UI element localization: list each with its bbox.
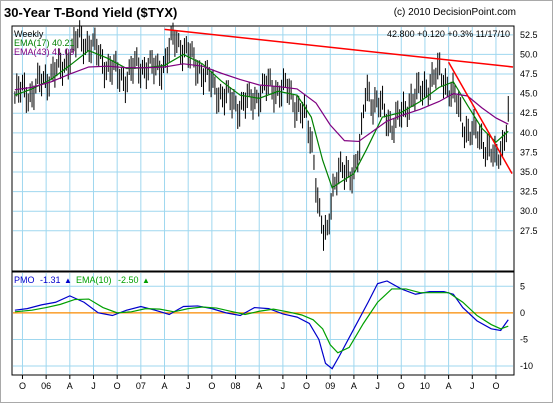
price-y-tick-label: 35.0 xyxy=(520,167,538,177)
price-y-tick-label: 37.5 xyxy=(520,147,538,157)
pmo-ema-up-arrow-icon: ▲ xyxy=(142,276,150,285)
x-tick-label: J xyxy=(281,381,286,391)
price-y-tick-label: 27.5 xyxy=(520,226,538,236)
price-panel-border xyxy=(11,25,515,272)
x-tick-label: 07 xyxy=(136,381,146,391)
price-y-tick-label: 45.0 xyxy=(520,89,538,99)
x-tick-label: O xyxy=(208,381,215,391)
price-y-tick-label: 52.5 xyxy=(520,30,538,40)
pmo-y-tick-labels: -10 -5 0 5 xyxy=(520,281,533,371)
pmo-series-pmo xyxy=(14,280,509,370)
price-y-tick-label: 40.0 xyxy=(520,128,538,138)
price-y-tick-label: 47.5 xyxy=(520,69,538,79)
price-y-tick-label: 30.0 xyxy=(520,206,538,216)
price-y-tick-label: 32.5 xyxy=(520,187,538,197)
x-tick-label: O xyxy=(492,381,499,391)
x-tick-label: A xyxy=(256,381,262,391)
price-series-ema-17- xyxy=(14,49,509,189)
price-series-trendline-2 xyxy=(447,61,513,174)
x-tick-label: 09 xyxy=(325,381,335,391)
pmo-y-tick-label: 0 xyxy=(520,308,525,318)
x-tick-label: 08 xyxy=(231,381,241,391)
pmo-panel-border xyxy=(11,271,515,376)
x-tick-label: 06 xyxy=(41,381,51,391)
x-tick-label: O xyxy=(19,381,26,391)
copyright-notice: (c) 2010 DecisionPoint.com xyxy=(393,7,516,18)
x-tick-label: J xyxy=(186,381,191,391)
pmo-legend-label: PMO xyxy=(14,275,35,285)
ema43-legend: EMA(43) 41.09 xyxy=(14,47,75,57)
x-tick-label: A xyxy=(351,381,357,391)
ema17-legend: EMA(17) 40.21 xyxy=(14,38,75,48)
price-series-ema-43- xyxy=(14,63,509,143)
x-tick-label: 10 xyxy=(420,381,430,391)
x-tick-label: J xyxy=(470,381,475,391)
x-tick-label: O xyxy=(398,381,405,391)
price-grid xyxy=(13,27,513,270)
period-label: Weekly xyxy=(14,29,44,39)
chart-title: 30-Year T-Bond Yield ($TYX) xyxy=(4,5,178,20)
x-axis-tick-labels: O 06 A J O 07 A J O 08 A J O 09 A J O 10 A J O xyxy=(19,375,499,391)
x-tick-label: O xyxy=(114,381,121,391)
quote-readout: 42.800 +0.120 +0.3% 11/17/10 xyxy=(387,29,510,39)
pmo-y-tick-label: -10 xyxy=(520,361,533,371)
pmo-y-tick-label: 5 xyxy=(520,281,525,291)
pmo-y-tick-label: -5 xyxy=(520,334,528,344)
pmo-up-arrow-icon: ▲ xyxy=(64,276,72,285)
pmo-series-group xyxy=(13,280,513,370)
price-y-tick-label: 50.0 xyxy=(520,49,538,59)
x-tick-label: A xyxy=(446,381,452,391)
pmo-ema-legend-value: -2.50 xyxy=(118,275,139,285)
pmo-ema-legend-label: EMA(10) xyxy=(76,275,112,285)
pmo-series-ema-10- xyxy=(14,288,509,354)
price-bars xyxy=(14,20,509,251)
price-y-tick-label: 42.5 xyxy=(520,108,538,118)
pmo-legend-value: -1.31 xyxy=(40,275,61,285)
x-tick-label: A xyxy=(162,381,168,391)
x-tick-label: J xyxy=(91,381,96,391)
price-y-tick-labels: 27.5 30.0 32.5 35.0 37.5 40.0 42.5 45.0 47.5 50.0… xyxy=(520,30,538,236)
price-series-group xyxy=(14,20,514,251)
x-tick-label: A xyxy=(67,381,73,391)
x-tick-label: J xyxy=(375,381,380,391)
x-tick-label: O xyxy=(303,381,310,391)
price-series-trendline-1 xyxy=(164,28,514,68)
